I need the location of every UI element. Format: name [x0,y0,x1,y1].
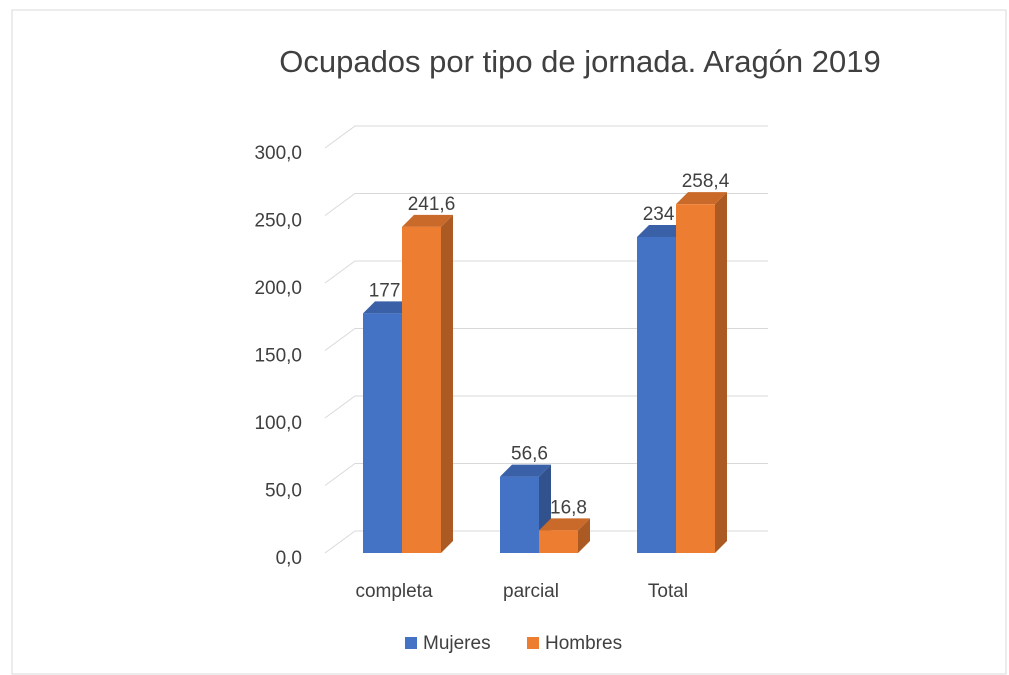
grid-line [324,328,768,351]
x-tick-label: parcial [503,581,559,602]
bar-side [578,518,590,553]
bar-side [441,214,453,553]
y-tick-label: 0,0 [276,548,302,569]
bar-top [500,464,551,477]
bar-top [363,301,414,314]
y-tick-label: 150,0 [254,346,302,367]
bar [637,236,676,553]
x-tick-label: completa [355,581,433,602]
data-label: 241,6 [408,194,456,215]
grid-line [324,530,768,554]
legend-swatch [527,637,539,649]
grid-line [324,260,768,284]
y-tick-label: 100,0 [254,413,302,434]
bar [539,530,578,553]
y-tick-label: 250,0 [254,211,302,232]
chart-frame [11,9,1007,675]
bar-top [402,214,453,227]
bar-top [676,192,727,205]
legend-label: Mujeres [423,633,491,654]
chart-title: Ocupados por tipo de jornada. Aragón 201… [279,44,881,79]
grid-line [324,193,768,216]
data-label: 56,6 [511,444,548,465]
y-tick-label: 200,0 [254,278,302,299]
data-label: 258,4 [682,171,730,192]
legend-label: Hombres [545,633,622,654]
bar [402,226,441,553]
grid-line [324,395,768,419]
grid-line [324,463,768,486]
bar [676,204,715,553]
y-tick-label: 50,0 [265,481,302,502]
bar-top [539,518,590,531]
bar-side [715,192,727,553]
legend-swatch [405,637,417,649]
bar [500,476,539,553]
y-tick-label: 300,0 [254,143,302,164]
x-tick-label: Total [648,581,688,602]
grid-line [324,125,768,149]
bar [363,313,402,553]
data-label: 16,8 [550,497,587,518]
bar-top [637,224,688,237]
